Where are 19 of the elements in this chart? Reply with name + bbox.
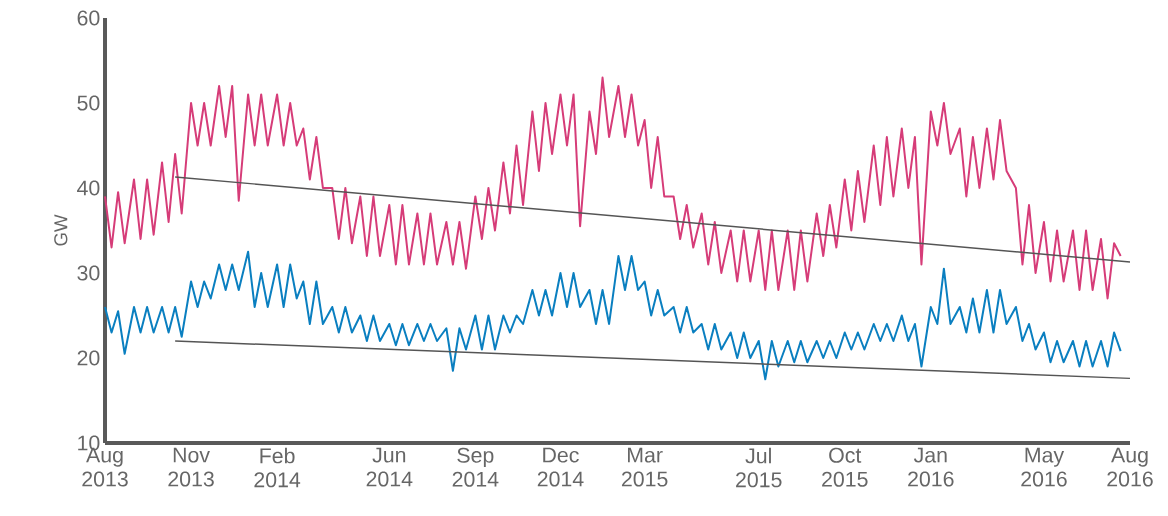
x-tick-label: Oct 2015 [822,447,868,487]
x-tick-label: Aug 2016 [1107,447,1153,487]
y-tick-label: 40 [77,180,100,196]
line-series [104,250,1122,381]
y-axis-title: GW [54,214,68,246]
y-tick-label: 50 [77,95,100,111]
y-tick-label: 60 [77,10,100,26]
x-tick-label: Sep 2014 [452,447,499,487]
x-tick-label: Feb 2014 [254,447,301,488]
x-tick-label: Jun 2014 [366,447,413,487]
x-tick-label: Dec 2014 [537,447,584,487]
y-tick-label: 20 [77,350,100,366]
x-tick-label: Nov 2013 [168,447,214,487]
x-tick-label: Jul 2015 [736,447,782,488]
line-series [104,76,1122,300]
x-tick-label: Jan 2016 [908,447,954,487]
y-tick-label: 30 [77,265,100,281]
x-tick-label: May 2016 [1021,447,1067,487]
x-tick-label: Mar 2015 [621,447,668,487]
